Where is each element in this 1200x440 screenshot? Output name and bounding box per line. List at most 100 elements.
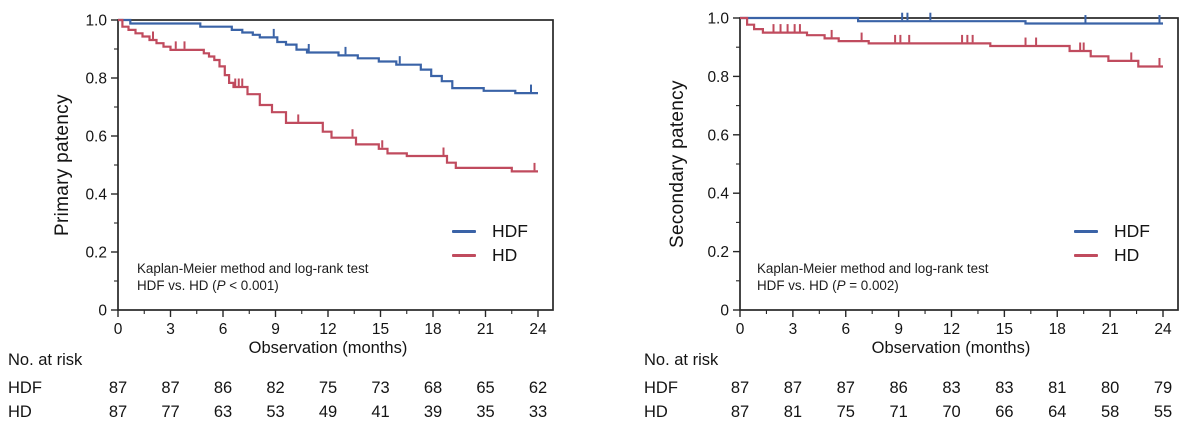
risk-count: 70 [942, 402, 961, 421]
x-tick-label: 15 [372, 321, 389, 338]
legend-entry-hd: HD [1074, 245, 1150, 266]
x-tick-label: 0 [114, 321, 123, 338]
x-axis-label: Observation (months) [248, 339, 408, 357]
risk-table-title: No. at risk [644, 351, 719, 369]
x-tick-label: 21 [477, 321, 494, 338]
risk-count: 79 [1153, 379, 1173, 397]
legend-line-swatch [1074, 229, 1098, 234]
risk-count: 81 [1048, 379, 1067, 397]
risk-count: 39 [423, 402, 443, 421]
x-tick-label: 6 [841, 321, 850, 338]
risk-row-label: HD [8, 402, 32, 421]
risk-count: 87 [108, 402, 128, 421]
legend-label: HDF [1114, 221, 1150, 241]
km-curve-hdf [118, 18, 538, 95]
y-tick-label: 0.6 [85, 129, 107, 146]
y-tick-label: 1.0 [707, 11, 729, 28]
risk-count: 81 [783, 402, 803, 421]
legend-line-swatch [452, 229, 476, 234]
risk-count: 82 [266, 379, 285, 397]
risk-count: 49 [318, 402, 338, 421]
x-tick-label: 9 [894, 321, 903, 338]
legend: HDF HD [452, 221, 528, 266]
risk-row-label: HDF [644, 379, 678, 397]
stats-method-line: Kaplan-Meier method and log-rank test [137, 261, 369, 276]
panel-secondary-patency: 0 3 6 9 12 15 18 21 24 0 0.2 0.4 0.6 0.8 1.0 Secondary… [600, 0, 1200, 440]
risk-count: 83 [995, 379, 1014, 397]
risk-count: 86 [213, 379, 233, 397]
y-tick-label: 0.4 [707, 186, 729, 203]
y-axis-label: Secondary patency [667, 80, 688, 248]
x-tick-label: 12 [943, 321, 960, 338]
risk-count: 75 [836, 402, 855, 421]
legend-entry-hdf: HDF [452, 221, 528, 242]
y-tick-label: 0.6 [707, 127, 729, 144]
y-tick-label: 0.2 [85, 245, 107, 262]
risk-count: 63 [213, 402, 233, 421]
stats-annotation: Kaplan-Meier method and log-rank test HD… [137, 260, 369, 294]
km-curve-hd [740, 16, 1163, 68]
x-axis-label: Observation (months) [871, 339, 1031, 357]
risk-count: 87 [108, 379, 128, 397]
legend-line-swatch [1074, 253, 1098, 258]
y-axis-label: Primary patency [52, 94, 73, 236]
y-tick-label: 0.8 [85, 71, 107, 88]
risk-count: 35 [476, 402, 495, 421]
risk-count: 55 [1153, 402, 1173, 421]
y-tick-label: 0 [720, 303, 729, 320]
x-tick-label: 21 [1102, 321, 1119, 338]
risk-count: 83 [942, 379, 961, 397]
risk-count: 87 [783, 379, 803, 397]
legend-line-swatch [452, 253, 476, 258]
risk-row-hd: HD 87 81 75 71 70 66 64 58 55 [600, 403, 1200, 423]
x-tick-label: 24 [529, 321, 547, 338]
risk-count: 87 [730, 379, 750, 397]
y-tick-label: 0.8 [707, 69, 729, 86]
legend: HDF HD [1074, 221, 1150, 266]
risk-count: 71 [889, 402, 908, 421]
km-plot-secondary: 0 3 6 9 12 15 18 21 24 0 0.2 0.4 0.6 0.8 1.0 [707, 11, 1179, 338]
risk-count: 87 [161, 379, 180, 397]
x-tick-label: 3 [789, 321, 798, 338]
x-tick-label: 24 [1154, 321, 1172, 338]
x-tick-label: 15 [996, 321, 1013, 338]
km-plot-primary: 0 3 6 9 12 15 18 21 24 0 0.2 0.4 0.6 0.8 1.0 [85, 13, 554, 338]
y-tick-label: 0.4 [85, 187, 107, 204]
y-tick-label: 0 [98, 303, 107, 320]
km-curve-hdf [740, 16, 1163, 25]
risk-count: 62 [528, 379, 548, 397]
stats-pvalue-line: HDF vs. HD (P < 0.001) [137, 278, 279, 293]
x-tick-label: 18 [424, 321, 441, 338]
risk-count: 64 [1048, 402, 1067, 421]
risk-count: 75 [318, 379, 338, 397]
km-curve-hd [118, 18, 538, 173]
x-tick-label: 0 [736, 321, 745, 338]
x-tick-label: 12 [319, 321, 336, 338]
risk-count: 68 [423, 379, 443, 397]
risk-row-hd: HD 87 77 63 53 49 41 39 35 33 [0, 403, 600, 423]
stats-annotation: Kaplan-Meier method and log-rank test HD… [757, 260, 989, 294]
risk-row-hdf: HDF 87 87 87 86 83 83 81 80 79 [600, 379, 1200, 399]
legend-label: HD [1114, 245, 1140, 265]
risk-count: 41 [371, 402, 390, 421]
risk-count: 77 [161, 402, 180, 421]
panel-primary-patency: 0 3 6 9 12 15 18 21 24 0 0.2 0.4 0.6 0.8 1.0 Primary p… [0, 13, 600, 423]
risk-count: 58 [1100, 402, 1120, 421]
y-tick-label: 1.0 [85, 13, 107, 30]
risk-count: 65 [476, 379, 495, 397]
risk-count: 87 [836, 379, 855, 397]
risk-table-title: No. at risk [8, 351, 83, 369]
x-tick-label: 18 [1049, 321, 1066, 338]
stats-pvalue-line: HDF vs. HD (P = 0.002) [757, 278, 899, 293]
x-tick-label: 3 [166, 321, 175, 338]
x-tick-label: 6 [219, 321, 228, 338]
risk-count: 73 [371, 379, 390, 397]
risk-count: 87 [730, 402, 750, 421]
x-tick-label: 9 [271, 321, 280, 338]
risk-row-label: HD [644, 402, 668, 421]
legend-entry-hd: HD [452, 245, 528, 266]
legend-label: HD [492, 245, 518, 265]
legend-entry-hdf: HDF [1074, 221, 1150, 242]
risk-count: 80 [1100, 379, 1120, 397]
